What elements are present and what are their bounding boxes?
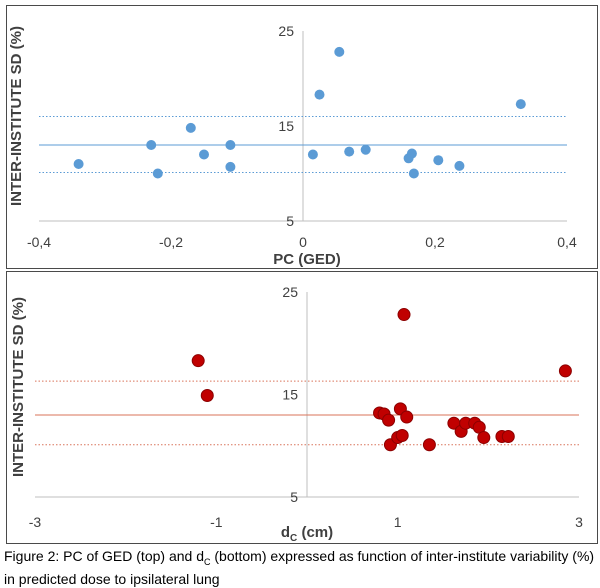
top-chart: 25 15 5 -0,4 -0,2 0 0,2 0,4 INTER-INSTITUTE SD (… [8, 23, 577, 268]
top-x-tick-label-4: 0,4 [557, 234, 577, 250]
bottom-data-point-11 [422, 438, 436, 452]
top-data-point-7 [307, 149, 318, 160]
top-data-point-16 [454, 160, 465, 171]
top-x-axis-label-main: PC (GED) [273, 251, 341, 268]
bottom-x-axis-label-main: d [281, 524, 290, 541]
bottom-data-point-17 [477, 431, 491, 445]
bottom-x-axis-label-subscript: C [290, 533, 297, 543]
top-data-point-1 [146, 140, 157, 150]
top-chart-panel: 25 15 5 -0,4 -0,2 0 0,2 0,4 INTER-INSTITUTE SD (… [6, 5, 598, 269]
top-y-tick-label-1: 15 [278, 118, 294, 134]
caption-subscript: C [203, 556, 211, 567]
top-data-point-3 [185, 122, 196, 133]
bottom-data-point-4 [382, 413, 396, 427]
bottom-data-point-0 [191, 354, 205, 368]
bottom-y-tick-label-2: 5 [290, 489, 298, 505]
top-y-tick-label-2: 5 [286, 213, 294, 229]
top-data-point-13 [406, 148, 417, 159]
top-x-tick-label-3: 0,2 [425, 234, 445, 250]
bottom-x-tick-label-1: -1 [210, 514, 223, 530]
top-y-tick-label-0: 25 [278, 23, 294, 39]
top-data-point-17 [515, 99, 526, 110]
bottom-x-axis-label-unit: (cm) [297, 524, 333, 541]
top-x-tick-label-2: 0 [299, 234, 307, 250]
top-x-tick-label-1: -0,2 [159, 234, 183, 250]
top-data-point-5 [225, 140, 236, 150]
bottom-data-point-8 [395, 429, 409, 442]
top-data-point-4 [199, 149, 209, 160]
bottom-x-tick-label-3: 3 [575, 514, 583, 530]
top-data-point-9 [334, 46, 345, 57]
figure-caption: Figure 2: PC of GED (top) and dC (bottom… [4, 548, 596, 588]
top-x-axis-label: PC (GED) [273, 251, 341, 268]
caption-part1: Figure 2: PC of GED (top) and d [4, 548, 204, 564]
top-y-axis-label: INTER-INSTITUTE SD (%) [8, 26, 25, 206]
bottom-x-tick-label-0: -3 [29, 514, 42, 530]
bottom-x-tick-label-2: 1 [394, 514, 402, 530]
top-x-tick-label-0: -0,4 [27, 234, 51, 250]
top-data-point-2 [152, 168, 163, 179]
top-data-point-14 [408, 168, 419, 179]
bottom-data-point-9 [397, 308, 411, 322]
top-data-point-15 [433, 155, 444, 166]
bottom-data-point-1 [200, 389, 214, 403]
bottom-data-point-10 [400, 410, 414, 424]
top-data-point-8 [314, 89, 325, 100]
bottom-y-tick-label-1: 15 [282, 387, 298, 403]
bottom-chart-panel: 25 15 5 -3 -1 1 3 INTER-INSTITUTE SD (%) dC (cm) [6, 271, 598, 544]
top-data-point-6 [225, 161, 236, 172]
top-data-point-0 [73, 159, 84, 169]
bottom-data-point-20 [558, 364, 572, 378]
top-data-point-10 [344, 146, 355, 157]
bottom-chart: 25 15 5 -3 -1 1 3 INTER-INSTITUTE SD (%) dC (cm) [10, 284, 583, 544]
bottom-y-tick-label-0: 25 [282, 284, 298, 300]
caption-part2: (bottom) expressed as function of inter-… [4, 548, 595, 587]
bottom-x-axis-label: dC (cm) [281, 524, 333, 543]
bottom-data-point-19 [501, 430, 515, 444]
bottom-y-axis-label: INTER-INSTITUTE SD (%) [10, 297, 27, 477]
top-data-point-11 [360, 144, 371, 155]
